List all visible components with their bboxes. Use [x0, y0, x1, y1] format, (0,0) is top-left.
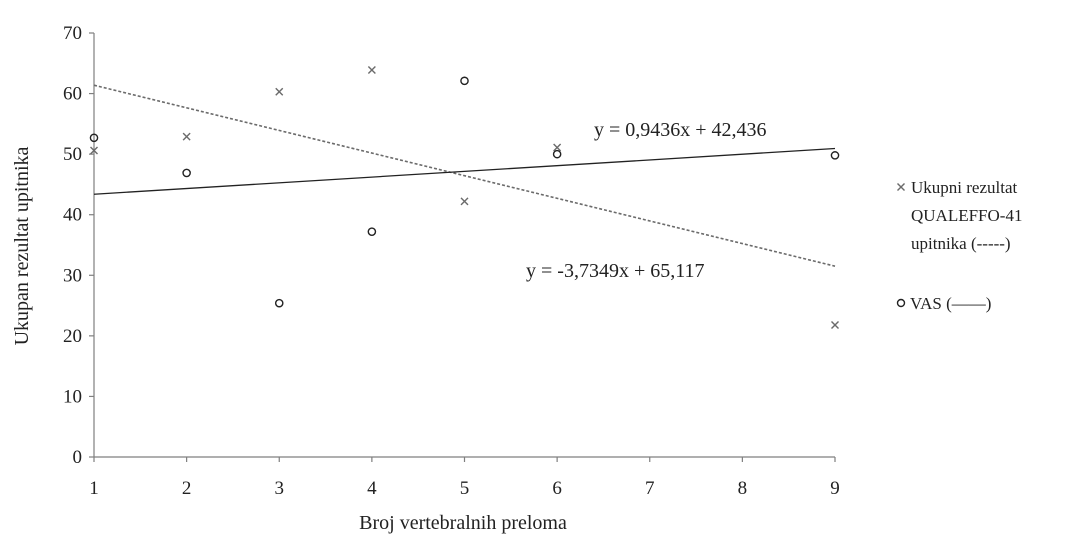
- legend-label-qualeffo-line-2: QUALEFFO-41: [911, 206, 1022, 225]
- legend-marker-x-icon: [897, 183, 905, 191]
- legend-item-vas: VAS (——): [896, 294, 991, 313]
- data-point-circle: [552, 149, 562, 159]
- legend-marker-circle-icon: [896, 298, 906, 308]
- data-point-circle: [367, 227, 377, 236]
- x-tick-label: 5: [460, 478, 470, 499]
- y-axis-ticks: 0 10 20 30 40 50 60 70: [63, 23, 94, 468]
- y-tick-label: 0: [73, 447, 83, 468]
- trendline-qualeffo: [93, 84, 836, 267]
- y-tick-label: 10: [63, 386, 82, 407]
- y-tick-label: 60: [63, 84, 82, 105]
- x-tick-label: 6: [552, 478, 562, 499]
- x-tick-label: 7: [645, 478, 655, 499]
- data-point-circle: [89, 133, 99, 143]
- x-axis-title: Broj vertebralnih preloma: [359, 512, 567, 534]
- legend: Ukupni rezultat QUALEFFO-41 upitnika (--…: [896, 178, 1022, 313]
- data-point-circle: [460, 76, 469, 86]
- y-tick-label: 30: [63, 265, 82, 286]
- y-tick-label: 70: [63, 23, 82, 44]
- legend-label-vas: VAS (——): [910, 294, 991, 313]
- data-point-x: [553, 143, 562, 152]
- data-point-circle: [182, 168, 191, 178]
- trendline-equation-qualeffo: y = -3,7349x + 65,117: [526, 260, 704, 282]
- x-tick-label: 3: [275, 478, 285, 499]
- y-tick-label: 50: [63, 144, 82, 165]
- trendline-equation-vas: y = 0,9436x + 42,436: [594, 119, 767, 141]
- trendlines: [93, 84, 836, 267]
- data-point-circle: [830, 151, 840, 160]
- x-tick-label: 9: [830, 478, 840, 499]
- data-point-circle: [274, 298, 284, 308]
- y-tick-label: 20: [63, 326, 82, 347]
- data-point-x: [182, 132, 191, 141]
- y-axis-title: Ukupan rezultat upitnika: [11, 146, 33, 345]
- legend-label-qualeffo-line-1: Ukupni rezultat: [911, 178, 1017, 197]
- plot-area: [93, 33, 835, 458]
- x-tick-label: 2: [182, 478, 192, 499]
- legend-label-qualeffo-line-3: upitnika (-----): [911, 234, 1011, 253]
- data-points: [89, 65, 840, 329]
- data-point-x: [460, 197, 469, 206]
- data-point-x: [367, 65, 376, 74]
- data-point-x: [90, 146, 98, 155]
- x-tick-label: 4: [367, 478, 377, 499]
- x-tick-label: 1: [89, 478, 99, 499]
- data-point-x: [275, 87, 284, 96]
- x-tick-label: 8: [738, 478, 748, 499]
- y-tick-label: 40: [63, 205, 82, 226]
- data-point-x: [831, 320, 839, 329]
- x-axis-ticks: 1 2 3 4 5 6 7 8 9: [89, 457, 840, 499]
- trendline-vas: [93, 147, 836, 195]
- legend-item-qualeffo: Ukupni rezultat QUALEFFO-41 upitnika (--…: [897, 178, 1022, 253]
